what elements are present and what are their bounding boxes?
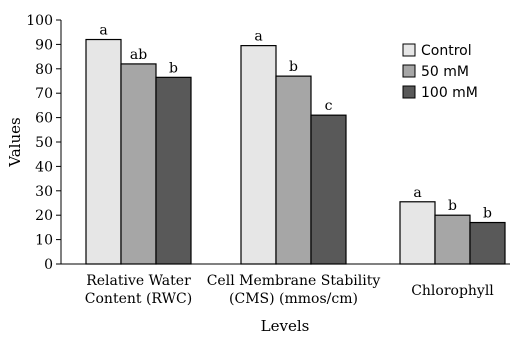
- y-axis-ticks: 0 10 20 30 40 50 60 70 80 90 100: [26, 13, 61, 273]
- legend-swatch: [402, 43, 416, 57]
- x-axis-title: Levels: [261, 317, 310, 335]
- bar: [120, 63, 157, 265]
- legend: Control 50 mM 100 mM: [402, 43, 478, 101]
- y-tick-label: 70: [35, 86, 53, 102]
- significance-label: b: [169, 60, 178, 76]
- significance-label: a: [413, 185, 421, 201]
- bar: [310, 114, 347, 265]
- legend-swatch: [402, 85, 416, 99]
- y-tick-label: 50: [35, 135, 53, 151]
- y-tick-label: 10: [35, 233, 53, 249]
- bar: [240, 45, 277, 265]
- y-tick-label: 20: [35, 208, 53, 224]
- bar: [469, 221, 506, 265]
- significance-label: a: [99, 23, 107, 39]
- bar: [434, 214, 471, 265]
- significance-label: b: [483, 206, 492, 222]
- legend-swatch: [402, 64, 416, 78]
- bar: [155, 76, 192, 265]
- legend-label: 100 mM: [421, 85, 478, 101]
- y-tick-label: 80: [35, 62, 53, 78]
- significance-label: b: [289, 59, 298, 75]
- bar: [399, 201, 436, 265]
- category-label: (CMS) (mmos/cm): [229, 291, 358, 307]
- significance-label: c: [325, 98, 333, 114]
- y-tick-label: 40: [35, 159, 53, 175]
- category-label: Cell Membrane Stability: [207, 273, 381, 289]
- legend-label: 50 mM: [421, 64, 469, 80]
- significance-label: ab: [130, 47, 147, 63]
- category-label: Relative Water: [86, 273, 191, 289]
- category-labels: Relative Water Content (RWC) Cell Membrane…: [85, 273, 495, 307]
- bar: [85, 38, 122, 265]
- category-label: Content (RWC): [85, 291, 192, 307]
- y-tick-label: 0: [44, 257, 53, 273]
- legend-label: Control: [421, 43, 472, 59]
- significance-label: b: [448, 198, 457, 214]
- y-tick-label: 100: [26, 13, 53, 29]
- y-tick-label: 30: [35, 184, 53, 200]
- bar: [275, 75, 312, 265]
- y-tick-label: 60: [35, 111, 53, 127]
- significance-label: a: [254, 29, 262, 45]
- category-label: Chlorophyll: [411, 283, 494, 299]
- y-tick-label: 90: [35, 37, 53, 53]
- bars: [85, 38, 506, 265]
- y-axis-title: Values: [6, 117, 24, 167]
